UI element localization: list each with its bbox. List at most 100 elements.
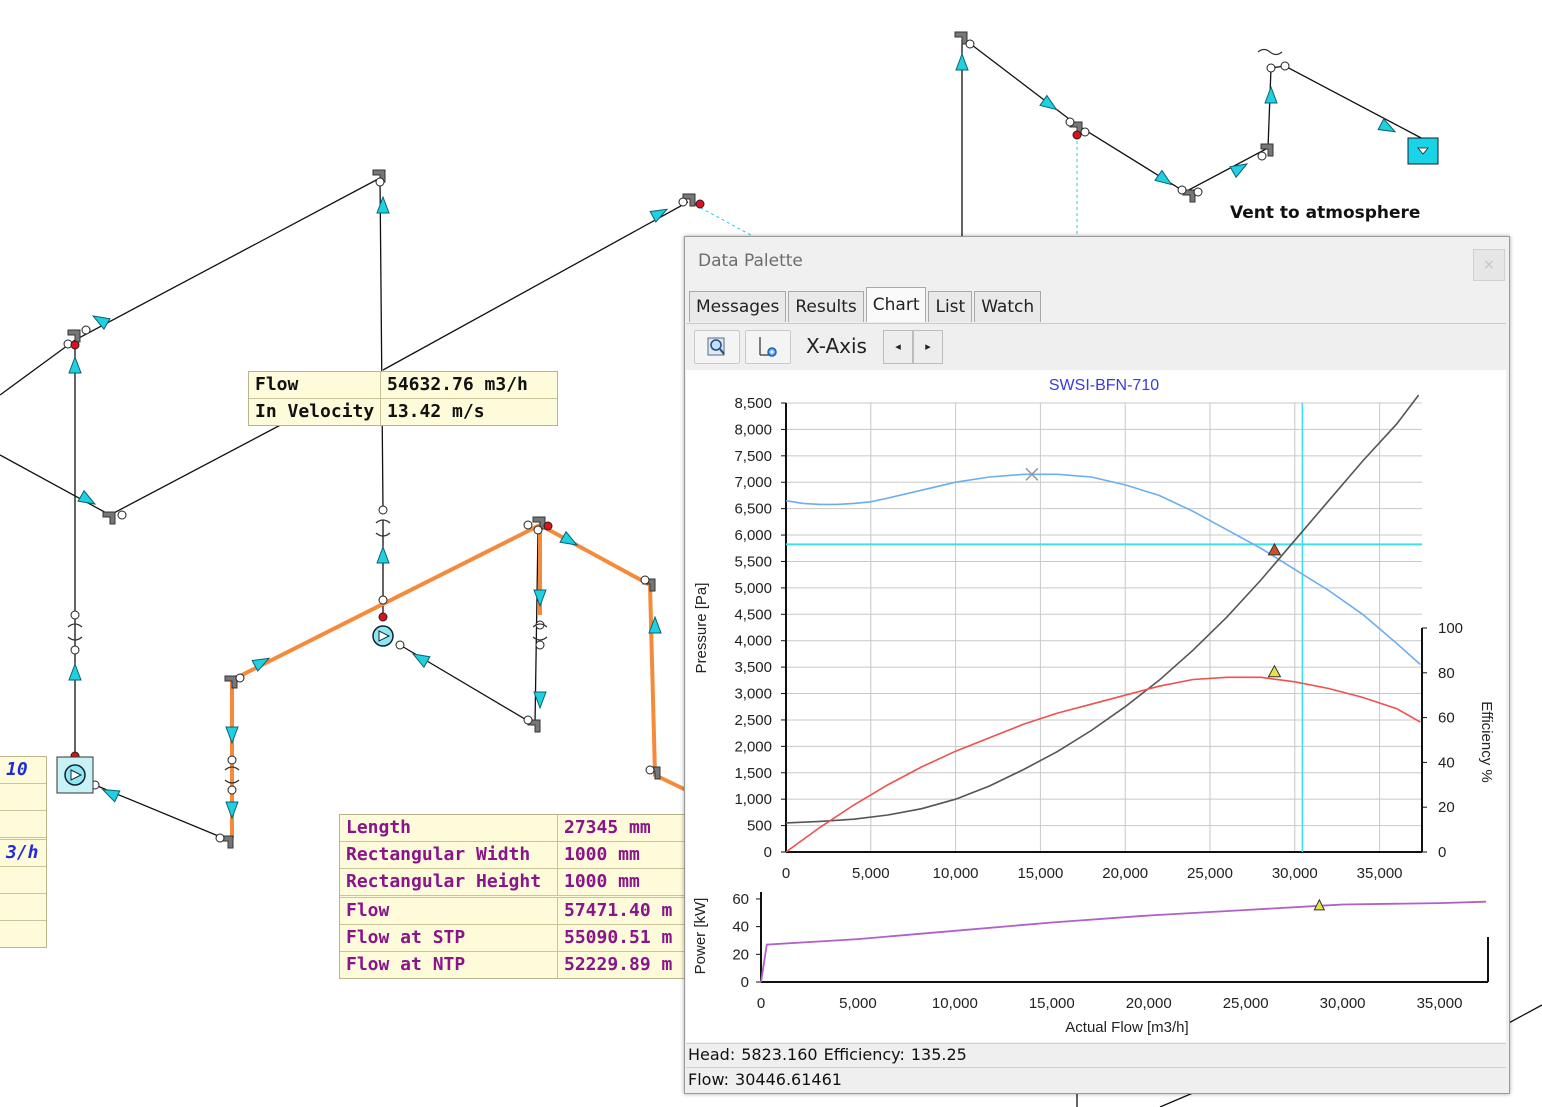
- y2-tick-label: 100: [1438, 620, 1463, 637]
- junction-node: [1177, 185, 1187, 195]
- x-tick-label: 25,000: [1187, 865, 1233, 882]
- junction-node: [117, 510, 127, 520]
- junction-node: [523, 520, 533, 530]
- zoom-button[interactable]: [694, 330, 740, 364]
- vent-label: Vent to atmosphere: [1230, 203, 1421, 223]
- palette-tabs: Messages Results Chart List Watch: [689, 287, 1043, 323]
- flow-arrow-icon: [376, 195, 390, 214]
- damper-icon: [224, 766, 240, 784]
- junction-node: [640, 575, 650, 585]
- flow-arrow-icon: [1039, 94, 1058, 111]
- tooltip-row: Rectangular Width 1000 mm: [340, 841, 690, 868]
- y-tick-label: 2,000: [734, 738, 772, 755]
- x-tick-label: 5,000: [852, 865, 890, 882]
- tab-watch[interactable]: Watch: [974, 291, 1042, 322]
- fan-direction-icon: [70, 769, 83, 781]
- axis-gear-icon: [759, 337, 777, 357]
- junction-node: [965, 39, 975, 49]
- data-palette-window[interactable]: Data Palette × Messages Results Chart Li…: [684, 236, 1510, 1094]
- pump-curve-chart[interactable]: SWSI-BFN-710 0 500 1,000 1,500 2,000 2,500 3,00…: [686, 370, 1506, 1042]
- head-value: 5823.160: [741, 1045, 818, 1064]
- junction-node: [378, 505, 388, 515]
- chart-area[interactable]: SWSI-BFN-710 0 500 1,000 1,500 2,000 2,500 3,00…: [686, 370, 1506, 1042]
- close-icon[interactable]: ×: [1473, 249, 1505, 281]
- tooltip-value: [0, 811, 6, 837]
- fan-direction-icon: [378, 630, 391, 642]
- tooltip-row: Length 27345 mm: [340, 815, 690, 841]
- damper-icon: [67, 623, 83, 641]
- pressure-curve: [786, 473, 1421, 666]
- flow-arrow-icon: [376, 545, 390, 564]
- duct-properties-tooltip: Length 27345 mm Rectangular Width 1000 m…: [339, 814, 691, 979]
- power-x-tick-label: 35,000: [1417, 995, 1463, 1012]
- y-axis-title: Pressure [Pa]: [693, 583, 710, 674]
- pipe-segment: [382, 201, 689, 371]
- flow-arrow-icon: [955, 52, 969, 71]
- tooltip-row: In Velocity 13.42 m/s: [249, 398, 557, 425]
- flow-arrow-icon: [533, 691, 547, 710]
- flow-arrow-icon: [559, 530, 579, 546]
- junction-node: [1280, 61, 1290, 71]
- junction-node: [1193, 187, 1203, 197]
- pipe-segment: [1504, 1004, 1542, 1026]
- y-tick-label: 5,000: [734, 580, 772, 597]
- y-tick-label: 2,500: [734, 712, 772, 729]
- water-level-icon: [1417, 147, 1429, 155]
- system-curve: [786, 394, 1420, 824]
- tooltip-value: 13.42 m/s: [387, 401, 485, 422]
- tooltip-value: 1000 mm: [564, 871, 640, 892]
- tab-results[interactable]: Results: [788, 291, 864, 322]
- pipe-segment: [231, 522, 687, 792]
- x-tick-label: 30,000: [1272, 865, 1318, 882]
- junction-node: [227, 785, 237, 795]
- flow-arrow-icon: [533, 589, 547, 608]
- y-tick-label: 3,000: [734, 686, 772, 703]
- tab-list[interactable]: List: [928, 291, 973, 322]
- axis-settings-button[interactable]: [745, 330, 791, 364]
- pipe-segment: [967, 41, 1426, 193]
- operating-point-marker: [1267, 542, 1282, 556]
- x-tick-label: 20,000: [1102, 865, 1148, 882]
- power-operating-marker: [1313, 898, 1326, 911]
- tooltip-key: Flow: [340, 898, 558, 924]
- elbow-fitting-icon: [954, 31, 968, 45]
- x-axis-prev-button[interactable]: ◂: [883, 330, 913, 364]
- junction-node: [378, 595, 388, 605]
- tooltip-key: Flow at NTP: [340, 952, 558, 978]
- efficiency-curve: [786, 676, 1421, 852]
- flow-arrow-icon: [251, 657, 271, 672]
- x-tick-label: 15,000: [1017, 865, 1063, 882]
- junction-node-red: [1072, 130, 1082, 140]
- status-bar-flow: Flow: 30446.61461: [686, 1067, 1506, 1091]
- palette-title: Data Palette: [698, 251, 803, 271]
- tab-chart[interactable]: Chart: [865, 287, 927, 322]
- power-x-tick-label: 25,000: [1223, 995, 1269, 1012]
- junction-node-red: [70, 340, 80, 350]
- flow-axis-title: Actual Flow [m3/h]: [1065, 1019, 1188, 1036]
- head-label: Head:: [688, 1045, 736, 1064]
- x-axis-next-button[interactable]: ▸: [913, 330, 943, 364]
- flow-arrow-icon: [225, 801, 239, 820]
- junction-node: [1266, 63, 1276, 73]
- flow-arrow-icon: [68, 662, 82, 681]
- junction-node: [523, 715, 533, 725]
- y2-tick-label: 20: [1438, 799, 1455, 816]
- junction-node: [1257, 151, 1267, 161]
- efficiency-label: Efficiency:: [823, 1045, 905, 1064]
- power-x-tick-label: 10,000: [932, 995, 978, 1012]
- tooltip-key: Flow at STP: [340, 925, 558, 951]
- y2-tick-label: 40: [1438, 754, 1455, 771]
- tooltip-value: 27345 mm: [564, 817, 651, 838]
- power-x-tick-label: 15,000: [1029, 995, 1075, 1012]
- tooltip-row: 10: [0, 757, 46, 783]
- junction-node: [227, 755, 237, 765]
- power-y-tick-label: 20: [732, 946, 749, 963]
- junction-node: [375, 177, 385, 187]
- junction-node: [535, 640, 545, 650]
- y-tick-label: 7,500: [734, 448, 772, 465]
- tab-messages[interactable]: Messages: [689, 291, 787, 322]
- y2-tick-label: 0: [1438, 844, 1446, 861]
- y-tick-label: 6,500: [734, 501, 772, 518]
- junction-node-red: [543, 521, 553, 531]
